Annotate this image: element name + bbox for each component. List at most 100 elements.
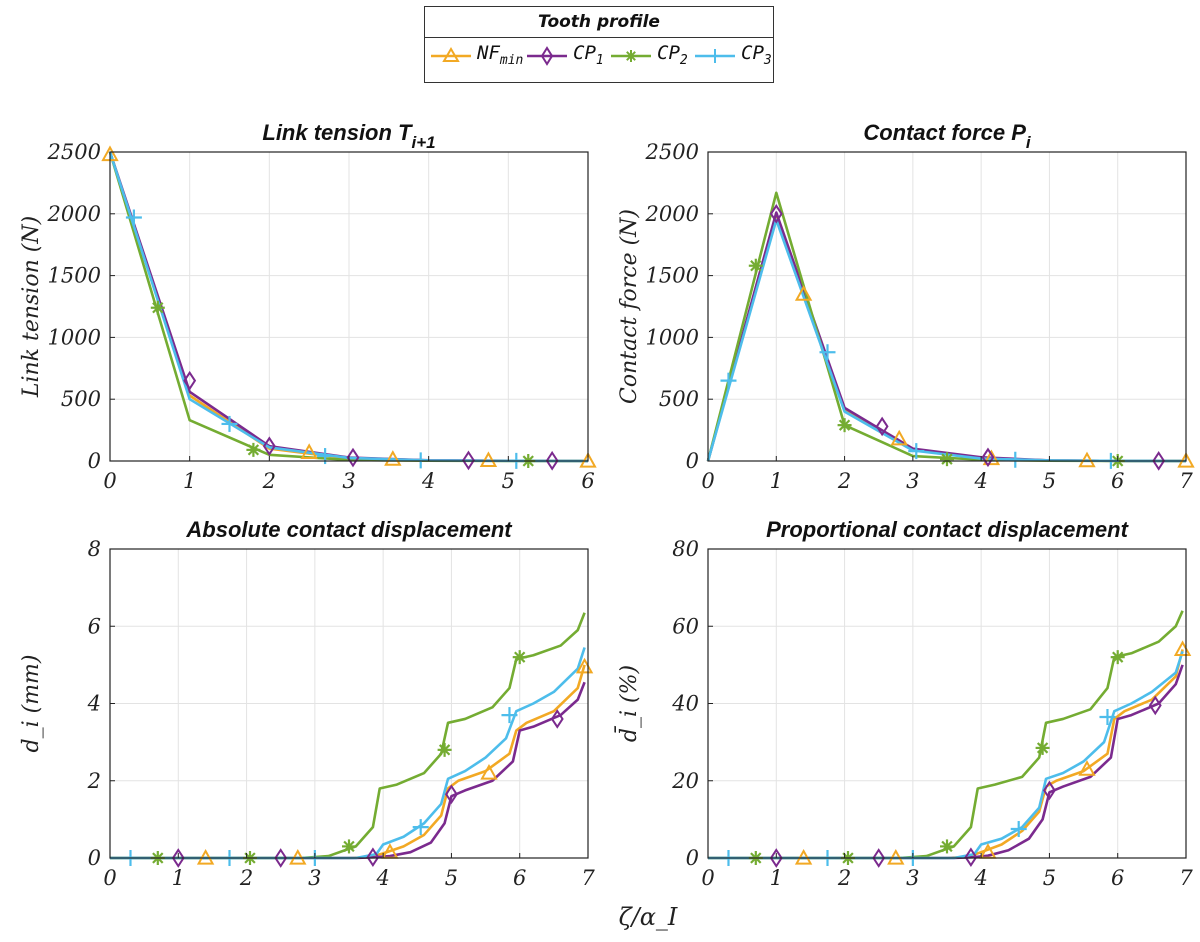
x-tick-label: 4 bbox=[973, 469, 987, 493]
plot-area bbox=[708, 152, 1186, 461]
y-tick-label: 0 bbox=[88, 846, 101, 870]
data-point bbox=[1099, 709, 1116, 726]
marker-stroke bbox=[343, 840, 355, 853]
chart-1: 0 1 2 3 4 5 6 0 500 1000 1500 2000 2500 Link tension … bbox=[19, 120, 597, 493]
legend-label-main: CP bbox=[573, 42, 596, 64]
y-tick-label: 40 bbox=[671, 692, 699, 716]
x-tick-label: 4 bbox=[375, 866, 389, 890]
data-point bbox=[837, 418, 852, 433]
chart-4: 0 1 2 3 4 5 6 7 0 20 40 60 80 Proportional contact di… bbox=[614, 517, 1193, 890]
x-tick-label: 0 bbox=[103, 866, 116, 890]
x-tick-label: 3 bbox=[906, 469, 919, 493]
data-point bbox=[1152, 451, 1166, 471]
marker-stroke bbox=[750, 260, 762, 272]
data-point bbox=[1007, 451, 1024, 468]
chart-title-sub: i+1 bbox=[412, 133, 436, 152]
x-tick-label: 3 bbox=[342, 469, 355, 493]
legend-swatch-cp1 bbox=[527, 46, 567, 66]
x-tick-label: 6 bbox=[1111, 469, 1124, 493]
legend-entry-cp3: CP3 bbox=[689, 38, 773, 83]
x-axis-label: ζ/α_I bbox=[619, 903, 678, 931]
legend-label-sub: 2 bbox=[679, 52, 688, 68]
data-point bbox=[579, 451, 597, 468]
data-point bbox=[171, 848, 185, 868]
data-point bbox=[545, 450, 559, 471]
y-tick-label: 60 bbox=[672, 614, 699, 638]
chart-title-main: Absolute contact displacement bbox=[185, 517, 513, 542]
y-tick-label: 2500 bbox=[645, 140, 699, 164]
legend-label-sub: min bbox=[499, 52, 524, 68]
series-line-cp3 bbox=[708, 650, 1184, 860]
x-tick-label: 6 bbox=[513, 866, 526, 890]
chart-3: 0 1 2 3 4 5 6 7 0 2 4 6 8 Absolute contact displaceme… bbox=[19, 517, 595, 890]
marker-stroke bbox=[152, 302, 164, 314]
y-tick-label: 1000 bbox=[646, 325, 699, 349]
legend-label-main: NF bbox=[477, 42, 500, 64]
y-tick-label: 8 bbox=[88, 537, 101, 561]
data-point bbox=[183, 370, 197, 391]
data-point bbox=[412, 819, 429, 836]
chart-title: Link tension Ti+1 bbox=[262, 120, 435, 152]
y-tick-label: 1500 bbox=[48, 264, 101, 288]
legend-title: Tooth profile bbox=[425, 7, 773, 38]
chart-title-main: Contact force P bbox=[863, 120, 1026, 145]
legend-label-main: CP bbox=[741, 42, 764, 64]
chart-2: 0 1 2 3 4 5 6 7 0 500 1000 1500 2000 2500 Contact forc… bbox=[617, 120, 1195, 493]
series-markers-cp1 bbox=[171, 709, 564, 868]
data-point bbox=[480, 763, 498, 780]
series-markers-cp3 bbox=[720, 344, 1119, 469]
marker-stroke bbox=[838, 419, 851, 431]
x-tick-label: 2 bbox=[837, 469, 851, 493]
data-point bbox=[720, 372, 737, 389]
x-tick-label: 0 bbox=[103, 469, 116, 493]
marker-stroke bbox=[941, 453, 953, 465]
marker-stroke bbox=[941, 840, 953, 853]
data-point bbox=[384, 450, 402, 466]
data-point bbox=[437, 742, 452, 757]
y-tick-label: 500 bbox=[61, 387, 101, 411]
data-point bbox=[444, 784, 458, 805]
data-point bbox=[262, 436, 276, 456]
y-axis-label: Contact force (N) bbox=[617, 209, 642, 404]
data-point bbox=[274, 848, 288, 868]
x-tick-label: 3 bbox=[308, 866, 321, 890]
y-tick-label: 1000 bbox=[48, 325, 101, 349]
data-point bbox=[748, 258, 763, 273]
data-point bbox=[366, 847, 380, 868]
x-tick-label: 0 bbox=[701, 469, 714, 493]
legend-swatch-cp3 bbox=[695, 49, 735, 63]
x-tick-label: 5 bbox=[502, 469, 515, 493]
data-point bbox=[196, 848, 215, 865]
x-tick-label: 3 bbox=[906, 866, 919, 890]
x-tick-label: 2 bbox=[837, 866, 851, 890]
series-markers-cp2 bbox=[748, 258, 1125, 468]
marker-stroke bbox=[247, 444, 260, 456]
legend-label-main: CP bbox=[657, 42, 680, 64]
y-tick-label: 0 bbox=[686, 449, 699, 473]
series-markers-cp1 bbox=[183, 370, 559, 471]
data-point bbox=[875, 416, 889, 437]
data-point bbox=[981, 447, 995, 468]
marker-stroke bbox=[514, 651, 526, 663]
y-tick-label: 6 bbox=[88, 614, 101, 638]
y-tick-label: 500 bbox=[659, 387, 699, 411]
chart-title-sub: i bbox=[1026, 133, 1032, 152]
y-axis-label: d̄_i (%) bbox=[614, 665, 642, 742]
x-tick-label: 1 bbox=[172, 866, 185, 890]
x-tick-label: 7 bbox=[581, 866, 595, 890]
x-tick-label: 2 bbox=[262, 469, 276, 493]
data-point bbox=[794, 848, 813, 865]
y-tick-label: 20 bbox=[671, 769, 699, 793]
y-tick-label: 2000 bbox=[645, 202, 699, 226]
chart-title: Contact force Pi bbox=[863, 120, 1032, 152]
y-tick-label: 2000 bbox=[47, 202, 101, 226]
y-tick-label: 2 bbox=[87, 769, 101, 793]
data-point bbox=[462, 450, 475, 471]
data-point bbox=[501, 707, 518, 724]
series-markers-cp1 bbox=[769, 695, 1162, 868]
data-point bbox=[300, 443, 318, 459]
x-tick-label: 5 bbox=[1043, 469, 1056, 493]
chart-title: Absolute contact displacement bbox=[185, 517, 513, 542]
data-point bbox=[982, 449, 1001, 466]
